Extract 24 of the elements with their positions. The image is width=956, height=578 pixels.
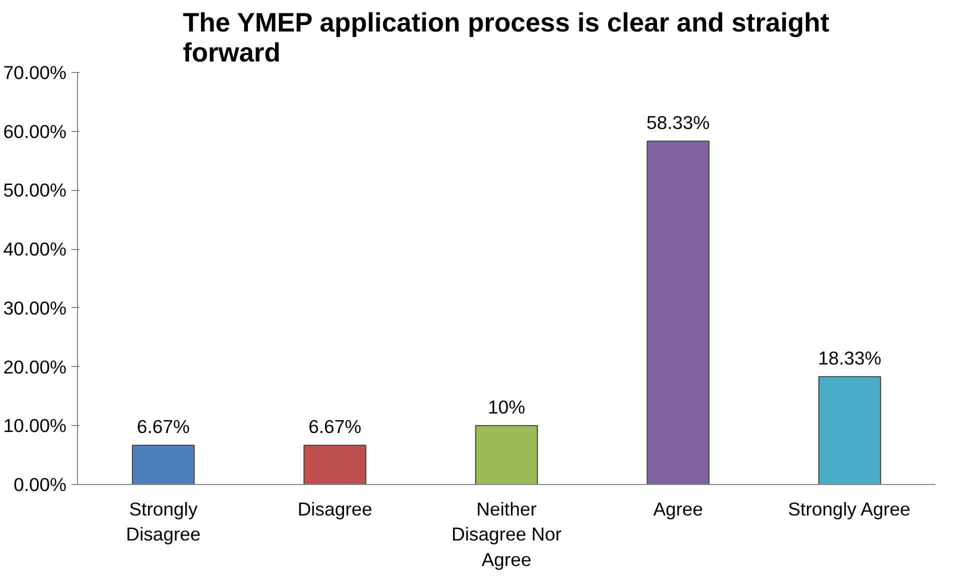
data-label: 6.67% [308,416,362,438]
data-label: 6.67% [136,416,190,438]
data-label: 10% [488,396,526,418]
y-tick-label: 40.00% [3,238,67,260]
data-label: 58.33% [646,112,710,134]
y-tick-label: 70.00% [3,62,67,83]
x-tick-label: Disagree [298,498,372,520]
x-tick-label: Strongly Disagree [126,498,201,545]
chart-title: The YMEP application process is clear and straight forward [182,8,830,68]
y-tick-label: 50.00% [3,180,67,201]
data-label: 18.33% [818,348,882,369]
bar [646,140,710,484]
y-tick-label: 60.00% [3,120,67,142]
x-tick-label: Neither Disagree Nor Agree [452,498,562,570]
bar [475,425,538,484]
y-tick-label: 20.00% [3,356,67,378]
y-tick-label: 30.00% [3,297,67,318]
y-tick-label: 0.00% [14,474,67,495]
bar [132,444,195,484]
bar [304,444,366,484]
y-tick-label: 10.00% [3,415,67,436]
x-tick-label: Strongly Agree [788,498,910,520]
x-tick-label: Agree [653,498,704,520]
bar [818,376,882,484]
